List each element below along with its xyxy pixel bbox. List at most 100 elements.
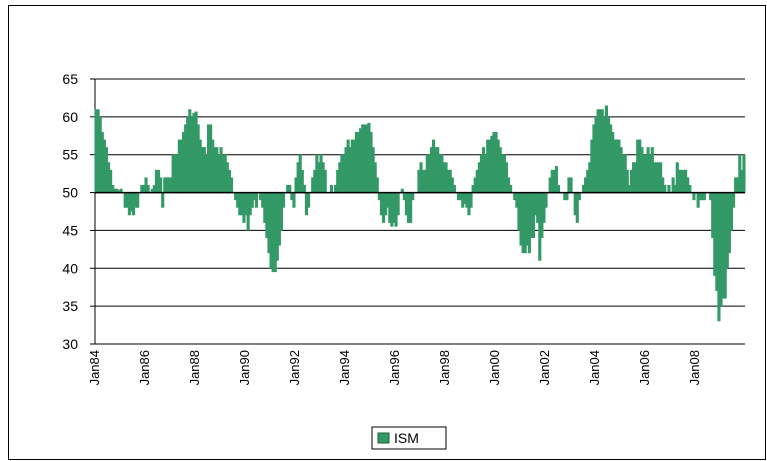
bar [279,192,284,231]
bar [425,154,429,193]
bar [246,192,250,231]
bar [719,192,723,307]
bar [169,177,173,193]
bar [113,188,117,193]
bar [642,154,646,193]
x-tick-label: Jan92 [287,350,302,385]
bar [596,109,600,193]
bar [344,147,348,193]
bar [563,192,567,201]
bar [119,188,123,193]
bar [386,192,390,208]
bar [150,188,154,193]
bar [684,169,688,193]
bar [102,139,106,193]
bar [211,139,215,193]
bar [388,192,392,223]
bar [648,154,652,193]
bar [586,169,590,193]
bar [577,192,581,201]
bar [617,139,621,193]
bar [606,116,611,193]
bar [581,185,586,193]
bar [152,185,156,193]
bar [731,192,736,208]
bar [506,177,511,193]
bar [575,192,579,223]
bar [431,139,436,193]
bar [677,169,681,193]
bar [342,154,346,193]
bar [736,177,740,193]
x-tick-label: Jan06 [637,350,652,385]
bar [167,177,171,193]
bar [400,188,404,193]
bar [473,177,477,193]
bar [727,192,731,254]
bar [94,109,98,193]
bar [569,177,573,193]
bar [709,192,713,201]
bar [609,124,613,193]
bar [219,147,223,193]
bar [515,192,519,208]
bar [334,185,338,193]
bar [459,192,463,201]
y-tick-label: 30 [62,336,78,352]
bar [248,192,252,216]
bar [544,192,548,208]
bar [286,185,290,193]
bar [540,192,544,238]
bar [471,185,475,193]
bar [469,192,473,208]
bar [490,135,494,193]
bar [265,192,269,238]
bar [267,192,271,254]
bar [109,169,113,193]
bar [534,192,538,216]
bar [423,169,427,193]
bar [406,192,411,223]
bar [461,192,465,208]
bar [700,192,704,201]
chart-frame [8,5,766,460]
bar [427,154,431,193]
bar [556,185,561,193]
bar [175,154,179,193]
bar [504,162,509,193]
bar [667,185,671,193]
bar [698,192,702,201]
bar [154,169,159,193]
bar [352,139,356,193]
bar [323,169,327,193]
bar [300,169,304,193]
bar [250,192,254,208]
bar [429,147,434,193]
bar [484,154,488,193]
bar [277,192,281,246]
bar [198,139,202,193]
bar [673,185,677,193]
bar [159,177,163,193]
bar [538,192,542,261]
y-tick-label: 65 [62,71,78,87]
bar [513,192,517,201]
bar [173,154,177,193]
bar [369,132,373,193]
bar [573,192,577,216]
y-tick-label: 55 [62,147,78,163]
bar [638,139,642,193]
bar [584,177,588,193]
bar [419,162,423,193]
bar [656,162,661,193]
bar [202,147,206,193]
bar [242,192,246,223]
bar [550,169,554,193]
bar [552,169,556,193]
bar [273,192,277,273]
bar [163,177,167,193]
bar [734,177,738,193]
bar [527,192,531,254]
bar [619,147,623,193]
